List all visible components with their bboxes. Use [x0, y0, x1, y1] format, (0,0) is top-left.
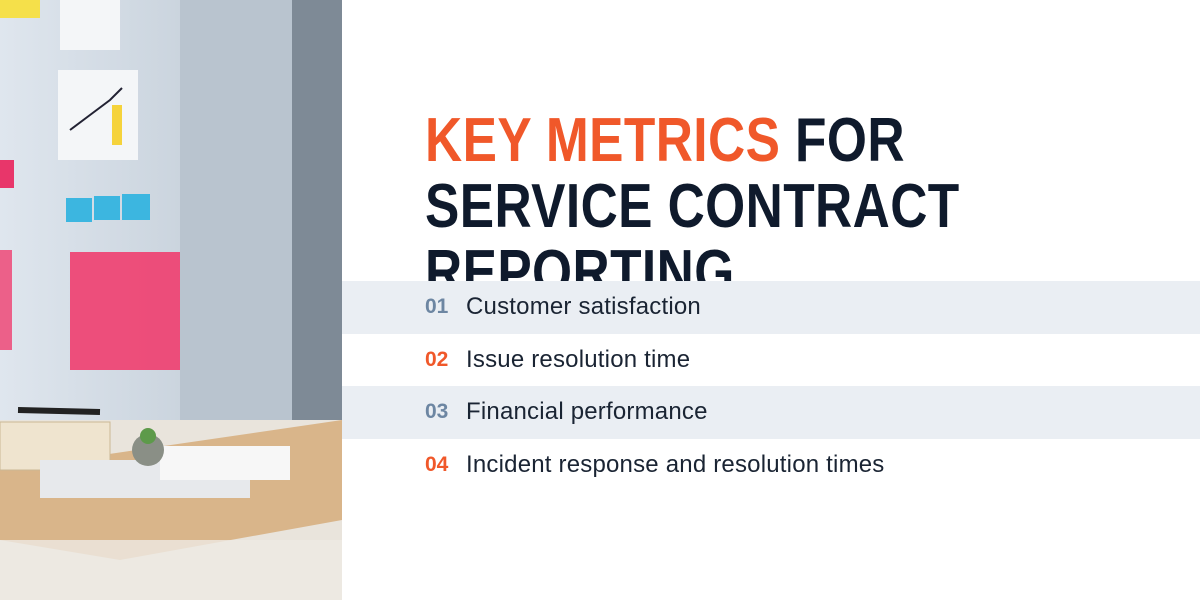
metric-number: 04: [425, 452, 449, 476]
metric-row: 01 Customer satisfaction: [342, 281, 1200, 334]
title: KEY METRICS FOR SERVICE CONTRACT REPORTI…: [425, 108, 1114, 306]
metric-label: Issue resolution time: [466, 345, 691, 373]
metric-number: 01: [425, 295, 449, 319]
metric-row: 02 Issue resolution time: [342, 334, 1200, 387]
metric-label: Financial performance: [466, 398, 708, 426]
metric-row: 04 Incident response and resolution times: [342, 439, 1200, 492]
title-highlight: KEY METRICS: [425, 106, 781, 175]
metric-number: 02: [425, 347, 449, 371]
metric-label: Incident response and resolution times: [466, 450, 885, 478]
metric-number: 03: [425, 400, 449, 424]
office-photo: [0, 0, 342, 600]
metric-label: Customer satisfaction: [466, 293, 701, 321]
metrics-list: 01 Customer satisfaction 02 Issue resolutio…: [342, 281, 1200, 491]
metric-row: 03 Financial performance: [342, 386, 1200, 439]
